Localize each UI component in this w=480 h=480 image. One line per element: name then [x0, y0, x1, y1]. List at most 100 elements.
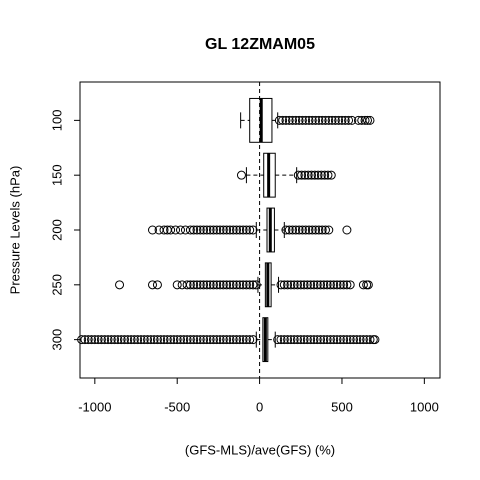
outlier [302, 335, 312, 345]
outlier [363, 280, 373, 290]
outlier [297, 225, 307, 235]
outlier [232, 335, 242, 345]
outlier [245, 335, 255, 345]
outlier [289, 280, 299, 290]
outlier [208, 225, 218, 235]
outlier [289, 335, 299, 345]
outlier [325, 335, 335, 345]
outlier [292, 335, 302, 345]
outlier [192, 335, 202, 345]
outlier [228, 225, 238, 235]
outlier [314, 115, 324, 125]
outlier [324, 225, 334, 235]
outlier [320, 115, 330, 125]
outlier [195, 225, 205, 235]
outlier [133, 335, 143, 345]
outlier [159, 335, 169, 345]
outlier [291, 225, 301, 235]
outlier [342, 280, 352, 290]
x-tick-label: 1000 [410, 399, 439, 414]
outlier [136, 335, 146, 345]
outlier [202, 225, 212, 235]
outlier [238, 225, 248, 235]
outlier [358, 335, 368, 345]
outlier [327, 115, 337, 125]
outlier [365, 115, 375, 125]
outlier [222, 225, 232, 235]
outlier [320, 170, 330, 180]
outlier [302, 280, 312, 290]
outlier [205, 280, 215, 290]
outlier [199, 280, 209, 290]
outlier [278, 115, 288, 125]
outlier [87, 335, 97, 345]
outlier [241, 225, 251, 235]
outlier [238, 280, 248, 290]
outlier [286, 280, 296, 290]
outlier [370, 335, 380, 345]
outlier [296, 335, 306, 345]
outlier [332, 335, 342, 345]
outlier [337, 115, 347, 125]
outlier [218, 280, 228, 290]
outlier [349, 335, 359, 345]
outlier [251, 280, 261, 290]
outlier [90, 335, 100, 345]
outlier [353, 115, 363, 125]
outlier [339, 280, 349, 290]
outlier [166, 335, 176, 345]
outlier [156, 335, 166, 345]
x-axis-label: (GFS-MLS)/ave(GFS) (%) [185, 442, 335, 457]
y-tick-label: 200 [49, 219, 64, 241]
outlier [238, 335, 248, 345]
outlier [311, 115, 321, 125]
outlier [185, 225, 195, 235]
outlier [189, 335, 199, 345]
outlier [182, 280, 192, 290]
outlier [304, 115, 314, 125]
outlier [300, 170, 310, 180]
outlier [119, 335, 129, 345]
outlier [334, 115, 344, 125]
outlier [306, 170, 316, 180]
x-tick-label: 0 [256, 399, 263, 414]
outlier [301, 225, 311, 235]
outlier [307, 115, 317, 125]
outlier [232, 280, 242, 290]
outlier [306, 280, 316, 290]
outlier [222, 280, 232, 290]
outlier [212, 225, 222, 235]
outlier [235, 280, 245, 290]
outlier [202, 280, 212, 290]
outlier [316, 170, 326, 180]
outlier [279, 280, 289, 290]
outlier [312, 335, 322, 345]
outlier [284, 225, 294, 235]
outlier [241, 280, 251, 290]
outlier [199, 225, 209, 235]
outlier [115, 280, 125, 290]
outlier [202, 335, 212, 345]
outlier [236, 170, 246, 180]
outlier [276, 335, 286, 345]
outlier [276, 280, 286, 290]
y-tick-label: 300 [49, 329, 64, 351]
outlier [273, 335, 283, 345]
outlier [162, 335, 172, 345]
outlier [342, 335, 352, 345]
outlier [241, 335, 251, 345]
outlier [129, 335, 139, 345]
outlier [126, 335, 136, 345]
x-tick-label: -500 [164, 399, 190, 414]
x-tick-label: 500 [331, 399, 353, 414]
outlier [313, 170, 323, 180]
outlier [80, 335, 90, 345]
outlier [248, 280, 258, 290]
outlier [306, 335, 316, 345]
outlier [189, 280, 199, 290]
outlier [147, 280, 157, 290]
outlier [355, 335, 365, 345]
outlier [208, 280, 218, 290]
outlier [245, 225, 255, 235]
outlier [96, 335, 106, 345]
